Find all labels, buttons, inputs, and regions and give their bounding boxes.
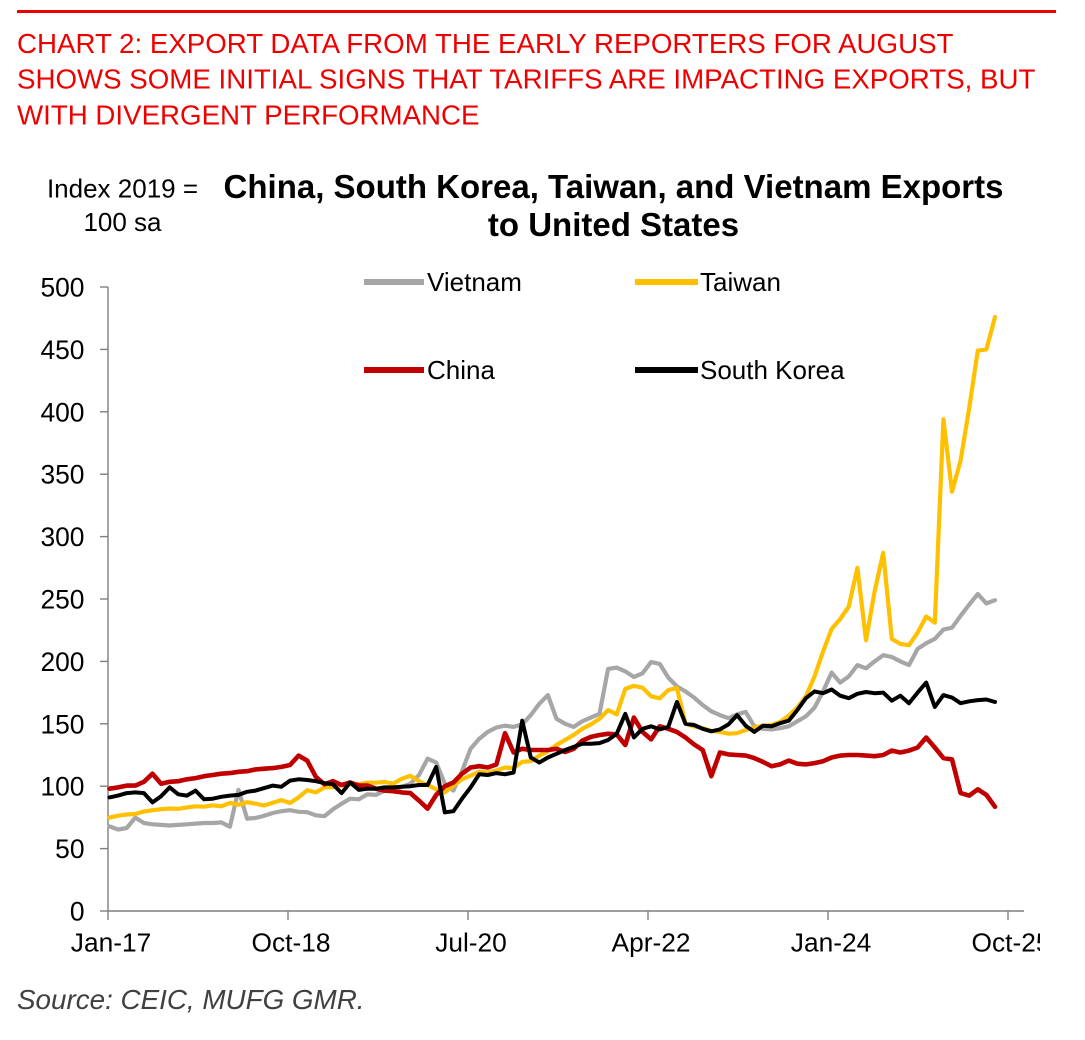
svg-text:WITH DIVERGENT PERFORMANCE: WITH DIVERGENT PERFORMANCE <box>17 99 480 130</box>
svg-text:100: 100 <box>40 772 84 802</box>
svg-text:Source: CEIC, MUFG GMR.: Source: CEIC, MUFG GMR. <box>17 984 365 1015</box>
svg-text:SHOWS SOME INITIAL SIGNS THAT: SHOWS SOME INITIAL SIGNS THAT TARIFFS AR… <box>17 64 1036 95</box>
svg-text:Jan-17: Jan-17 <box>71 928 151 958</box>
svg-text:450: 450 <box>40 335 84 365</box>
svg-text:South Korea: South Korea <box>700 355 845 385</box>
svg-text:Vietnam: Vietnam <box>427 267 522 297</box>
svg-text:Jul-20: Jul-20 <box>435 928 507 958</box>
svg-text:350: 350 <box>40 460 84 490</box>
svg-text:Oct-25: Oct-25 <box>972 928 1051 958</box>
svg-text:Jan-24: Jan-24 <box>791 928 871 958</box>
svg-text:0: 0 <box>70 897 85 927</box>
svg-text:400: 400 <box>40 397 84 427</box>
svg-text:100 sa: 100 sa <box>83 207 162 237</box>
svg-text:Index 2019 =: Index 2019 = <box>47 174 198 204</box>
svg-text:50: 50 <box>55 834 84 864</box>
svg-text:Apr-22: Apr-22 <box>612 928 691 958</box>
svg-text:500: 500 <box>40 273 84 303</box>
svg-text:CHART 2: EXPORT DATA FROM THE: CHART 2: EXPORT DATA FROM THE EARLY REPO… <box>17 28 954 59</box>
svg-text:250: 250 <box>40 585 84 615</box>
svg-text:China: China <box>427 355 495 385</box>
svg-text:to United States: to United States <box>488 206 739 243</box>
svg-text:300: 300 <box>40 522 84 552</box>
svg-text:200: 200 <box>40 647 84 677</box>
svg-text:150: 150 <box>40 709 84 739</box>
svg-text:Oct-18: Oct-18 <box>252 928 331 958</box>
svg-text:Taiwan: Taiwan <box>700 267 781 297</box>
svg-text:China, South Korea, Taiwan, an: China, South Korea, Taiwan, and Vietnam … <box>224 168 1004 205</box>
